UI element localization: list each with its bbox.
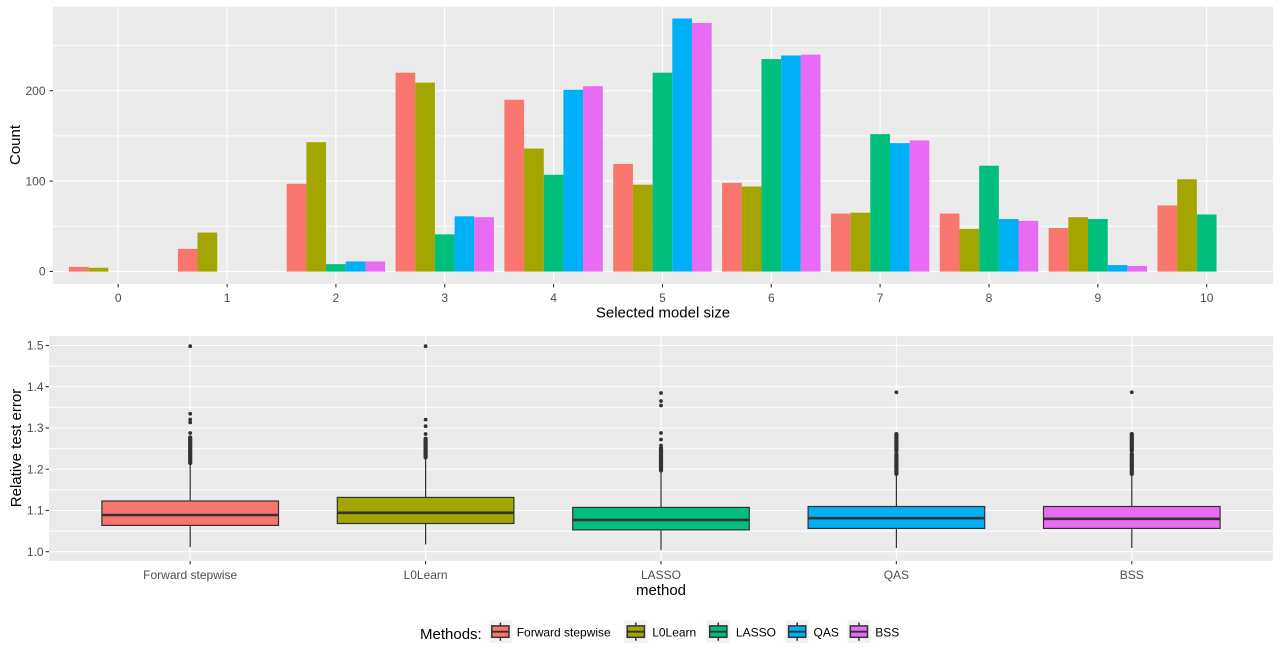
svg-text:4: 4 [550, 291, 557, 305]
svg-text:6: 6 [768, 291, 775, 305]
svg-text:BSS: BSS [875, 626, 899, 640]
svg-text:L0Learn: L0Learn [652, 626, 696, 640]
svg-text:1.5: 1.5 [27, 339, 44, 353]
svg-text:9: 9 [1094, 291, 1101, 305]
svg-text:200: 200 [25, 84, 45, 98]
svg-text:Relative test error: Relative test error [8, 389, 25, 507]
svg-text:2: 2 [333, 291, 340, 305]
svg-text:7: 7 [877, 291, 884, 305]
svg-text:1.3: 1.3 [27, 421, 44, 435]
svg-text:Selected model size: Selected model size [596, 305, 730, 322]
svg-text:0: 0 [39, 265, 46, 279]
svg-text:Forward stepwise: Forward stepwise [143, 568, 237, 582]
svg-text:BSS: BSS [1120, 568, 1144, 582]
svg-text:3: 3 [441, 291, 448, 305]
svg-text:100: 100 [25, 174, 45, 188]
svg-text:Count: Count [7, 124, 24, 165]
svg-text:1.2: 1.2 [27, 462, 44, 476]
svg-text:1.0: 1.0 [27, 545, 44, 559]
svg-text:LASSO: LASSO [736, 626, 776, 640]
svg-text:1.4: 1.4 [27, 380, 44, 394]
svg-text:Methods:: Methods: [420, 626, 482, 643]
svg-text:5: 5 [659, 291, 666, 305]
svg-text:QAS: QAS [884, 568, 909, 582]
svg-text:0: 0 [115, 291, 122, 305]
svg-text:10: 10 [1200, 291, 1214, 305]
svg-text:8: 8 [986, 291, 993, 305]
svg-text:1.1: 1.1 [27, 504, 44, 518]
svg-text:L0Learn: L0Learn [404, 568, 448, 582]
svg-text:Forward stepwise: Forward stepwise [517, 626, 611, 640]
svg-text:method: method [636, 582, 686, 599]
svg-text:1: 1 [224, 291, 231, 305]
svg-text:QAS: QAS [814, 626, 839, 640]
svg-text:LASSO: LASSO [641, 568, 681, 582]
